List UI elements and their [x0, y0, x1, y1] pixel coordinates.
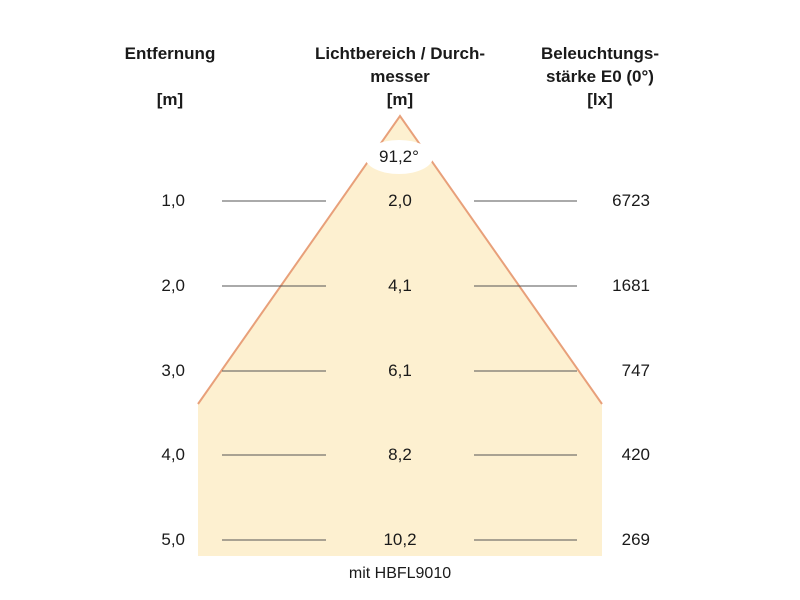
diameter-value: 10,2	[383, 530, 417, 549]
diameter-header-title-line2: messer	[370, 67, 430, 86]
diameter-header: Lichtbereich / Durch- messer [m]	[300, 42, 500, 111]
illuminance-header-title-line2: stärke E0 (0°)	[546, 67, 654, 86]
diameter-value: 4,1	[388, 276, 412, 295]
diameter-header-unit: [m]	[386, 90, 414, 109]
diameter-value: 2,0	[388, 191, 412, 210]
diameter-value: 8,2	[388, 445, 412, 464]
diameter-header-title-line1: Lichtbereich / Durch-	[314, 44, 486, 63]
illuminance-value: 747	[621, 361, 650, 380]
row-lines	[222, 200, 577, 541]
distance-header-unit: [m]	[156, 90, 184, 109]
illuminance-value: 6723	[612, 191, 650, 210]
distance-value: 5,0	[161, 530, 185, 549]
light-cone-edge	[197, 114, 603, 405]
light-cone-fill	[198, 116, 602, 556]
diameter-value: 6,1	[388, 361, 412, 380]
distance-value: 4,0	[161, 445, 185, 464]
distance-header: Entfernung [m]	[100, 42, 240, 111]
angle-label-background	[365, 140, 433, 174]
illuminance-header-unit: [lx]	[587, 90, 613, 109]
distance-value: 1,0	[161, 191, 185, 210]
illuminance-header: Beleuchtungs- stärke E0 (0°) [lx]	[515, 42, 685, 111]
beam-angle-label: 91,2°	[379, 147, 419, 166]
illuminance-header-title-line1: Beleuchtungs-	[540, 44, 660, 63]
illuminance-value: 1681	[612, 276, 650, 295]
distance-value: 2,0	[161, 276, 185, 295]
distance-header-title: Entfernung	[124, 44, 216, 63]
product-caption: mit HBFL9010	[348, 565, 452, 582]
illuminance-value: 269	[621, 530, 650, 549]
distance-value: 3,0	[161, 361, 185, 380]
illuminance-value: 420	[621, 445, 650, 464]
